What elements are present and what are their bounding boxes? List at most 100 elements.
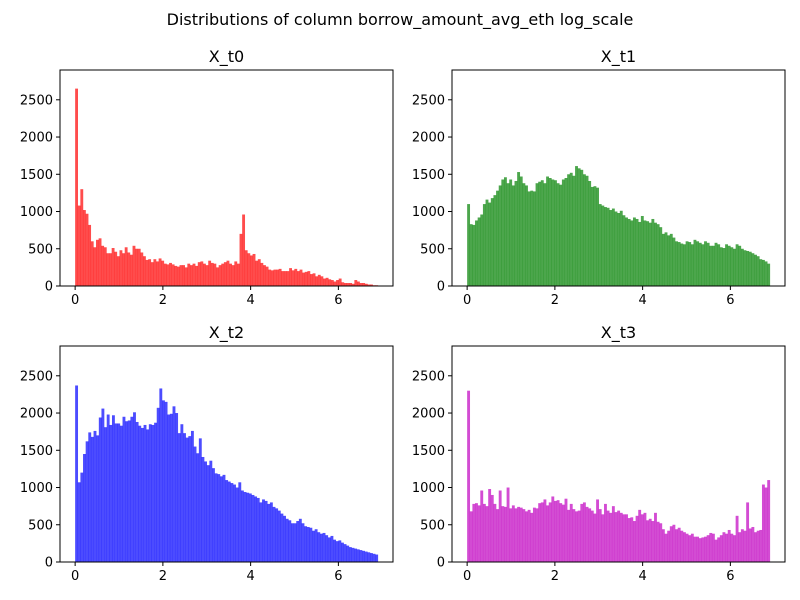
histogram-bar <box>351 283 355 286</box>
histogram-bar <box>75 385 79 562</box>
histogram-bar <box>96 435 100 562</box>
histogram-bar <box>680 530 684 562</box>
histogram-bar <box>640 215 644 286</box>
histogram-bar <box>179 265 183 286</box>
histogram-bar <box>254 496 258 562</box>
histogram-bar <box>740 529 744 562</box>
x-tick-label: 6 <box>726 293 734 308</box>
histogram-bar <box>263 265 266 286</box>
histogram-bar <box>764 261 768 286</box>
histogram-bar <box>243 491 247 562</box>
histogram-bar <box>101 408 105 562</box>
histogram-bar <box>150 262 154 286</box>
histogram-bar <box>122 416 126 562</box>
histogram-bar <box>296 271 300 286</box>
histogram-bar <box>135 421 139 562</box>
histogram-bar <box>743 250 747 286</box>
histogram-bar <box>226 260 230 286</box>
histogram-bar <box>111 415 115 562</box>
histogram-bar <box>132 245 136 286</box>
histogram-bar <box>227 481 231 562</box>
axes-frame <box>59 345 394 563</box>
histogram-bar <box>604 503 607 562</box>
x-tick-label: 0 <box>463 569 471 584</box>
histogram-bar <box>530 512 534 562</box>
histogram-bar <box>367 552 371 562</box>
histogram-bar <box>606 207 610 286</box>
histogram-bar <box>606 510 610 562</box>
y-tick-label: 2000 <box>412 407 445 422</box>
histogram-bar <box>743 530 747 562</box>
histogram-bar <box>648 222 652 286</box>
histogram-bar <box>509 508 513 562</box>
histogram-bar <box>348 547 352 562</box>
histogram-bar <box>143 424 147 562</box>
histogram-bar <box>106 414 110 562</box>
histogram-bar <box>575 511 578 562</box>
histogram-bar <box>627 518 631 562</box>
histogram-bar <box>527 191 531 286</box>
histogram-bar <box>103 247 107 286</box>
histogram-bar <box>675 529 678 562</box>
x-tick-label: 0 <box>71 569 79 584</box>
histogram-bar <box>543 183 547 286</box>
histogram-bar <box>514 180 518 286</box>
histogram-bar <box>359 283 363 286</box>
x-tick-label: 0 <box>463 293 471 308</box>
histogram-bar <box>514 508 518 562</box>
y-tick-label: 1500 <box>20 444 53 459</box>
histogram-bar <box>482 503 486 562</box>
histogram-bar <box>162 400 165 562</box>
histogram-bar <box>546 505 549 562</box>
histogram-bar <box>711 245 715 286</box>
histogram-bar <box>127 252 131 286</box>
histogram-bar <box>469 511 473 562</box>
histogram-bar <box>503 506 507 562</box>
x-tick-label: 6 <box>334 293 342 308</box>
histogram-bar <box>167 414 171 562</box>
histogram-bar <box>114 251 118 286</box>
y-tick-label: 500 <box>420 518 445 533</box>
histogram-bar <box>369 553 373 562</box>
histogram-bar <box>290 523 294 562</box>
histogram-bar <box>488 202 492 286</box>
histogram-bar <box>140 427 144 562</box>
histogram-bar <box>585 506 589 562</box>
y-tick-label: 2500 <box>20 93 53 108</box>
y-tick-label: 0 <box>45 280 53 295</box>
histogram-bar <box>619 512 623 562</box>
histogram-bar <box>488 489 492 562</box>
histogram-bar <box>559 184 563 286</box>
histogram-bar <box>535 508 539 562</box>
histogram-bar <box>174 265 178 286</box>
histogram-bar <box>569 503 573 562</box>
histogram-bar <box>163 263 167 286</box>
histogram-bar <box>323 278 326 286</box>
histogram-bar <box>127 420 131 562</box>
histogram-bar <box>267 503 271 562</box>
histogram-bar <box>730 533 734 562</box>
histogram-bar <box>85 441 89 562</box>
histogram-bar <box>696 241 700 286</box>
histogram-bar <box>598 204 602 286</box>
histogram-bar <box>272 506 276 562</box>
histogram-bar <box>538 503 542 562</box>
histogram-bar <box>330 280 334 286</box>
histogram-bar <box>496 190 499 286</box>
histogram-bar <box>196 453 200 562</box>
histogram-bar <box>362 283 366 286</box>
histogram-bar <box>509 179 513 286</box>
y-tick-label: 1000 <box>20 481 53 496</box>
histogram-bar <box>197 262 201 286</box>
histogram-bar <box>359 550 363 562</box>
histogram-bar <box>506 487 510 562</box>
histogram-bar <box>646 221 650 286</box>
histogram-bar <box>172 406 176 562</box>
histogram-bar <box>304 271 308 286</box>
histogram-bar <box>248 493 252 562</box>
histogram-bar <box>193 446 197 562</box>
histogram-bar <box>269 502 273 562</box>
histogram-bar <box>233 484 236 562</box>
histogram-bar <box>256 497 260 562</box>
histogram-bar <box>231 265 235 286</box>
